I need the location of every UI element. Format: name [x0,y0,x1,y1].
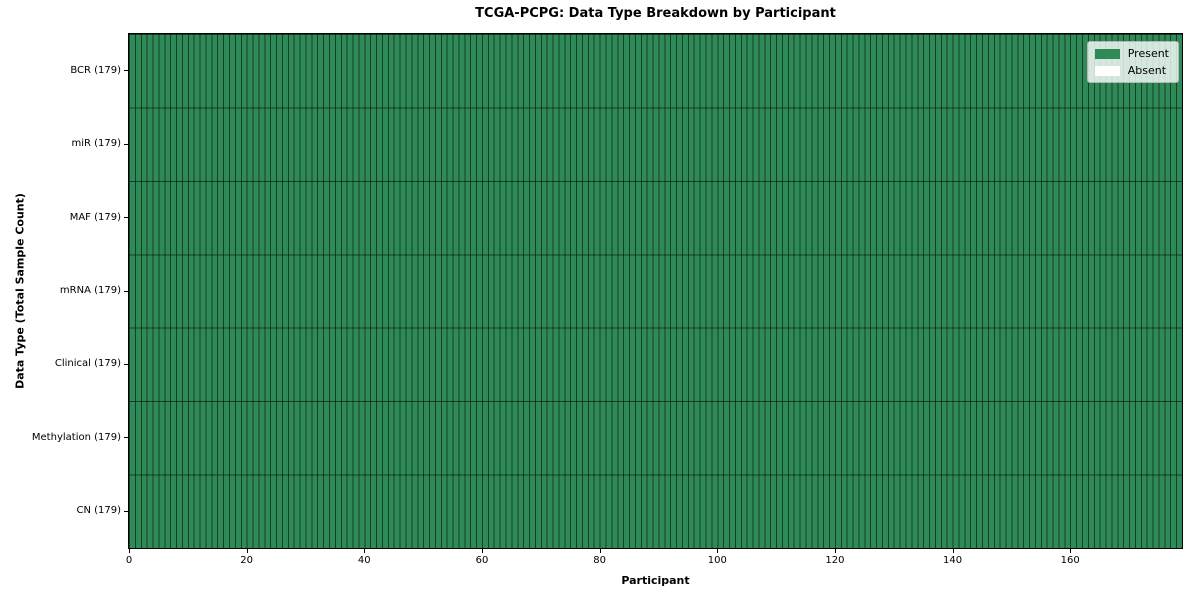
x-tick-label: 80 [593,555,606,566]
x-tick-label: 40 [357,555,371,566]
legend-label: Absent [1127,64,1167,77]
x-tick-mark [129,549,130,553]
y-tick-label: mRNA (179) [59,285,121,296]
y-tick-mark [124,143,128,145]
legend-label: Present [1127,47,1169,60]
x-tick-label: 120 [825,555,845,566]
x-tick-label: 60 [475,555,489,566]
x-tick-label: 160 [1060,555,1080,566]
legend-entry-present: Present [1094,47,1169,60]
x-tick-mark [717,549,719,553]
x-tick-mark [246,549,248,553]
chart-title: TCGA-PCPG: Data Type Breakdown by Partic… [475,6,836,21]
x-tick-mark [481,549,483,553]
x-tick-label: 100 [707,555,727,566]
x-tick-mark [364,549,366,553]
y-tick-label: Clinical (179) [54,358,121,370]
x-tick-label: 140 [943,555,963,566]
y-tick-label: MAF (179) [69,211,121,223]
x-tick-label: 0 [125,555,133,566]
y-tick-label: CN (179) [76,505,121,517]
y-tick-label: BCR (179) [70,64,121,76]
y-tick-mark [124,510,128,512]
y-tick-mark [124,217,128,219]
legend-swatch-present [1094,48,1120,59]
y-tick-mark [124,437,128,439]
y-tick-mark [124,70,128,72]
y-tick-label: Methylation (179) [31,431,121,443]
y-tick-mark [124,290,128,292]
x-tick-mark [834,549,836,553]
y-tick-mark [124,363,128,365]
x-axis-label: Participant [621,574,690,587]
x-tick-mark [599,549,601,553]
legend-entry-absent: Absent [1094,64,1169,77]
legend-swatch-absent [1094,65,1120,76]
x-tick-mark [952,549,954,553]
legend: Present Absent [1086,41,1179,83]
plot-area: Present Absent [128,33,1183,549]
y-tick-label: miR (179) [71,138,121,150]
x-tick-label: 20 [240,555,253,566]
x-tick-mark [1070,549,1072,553]
